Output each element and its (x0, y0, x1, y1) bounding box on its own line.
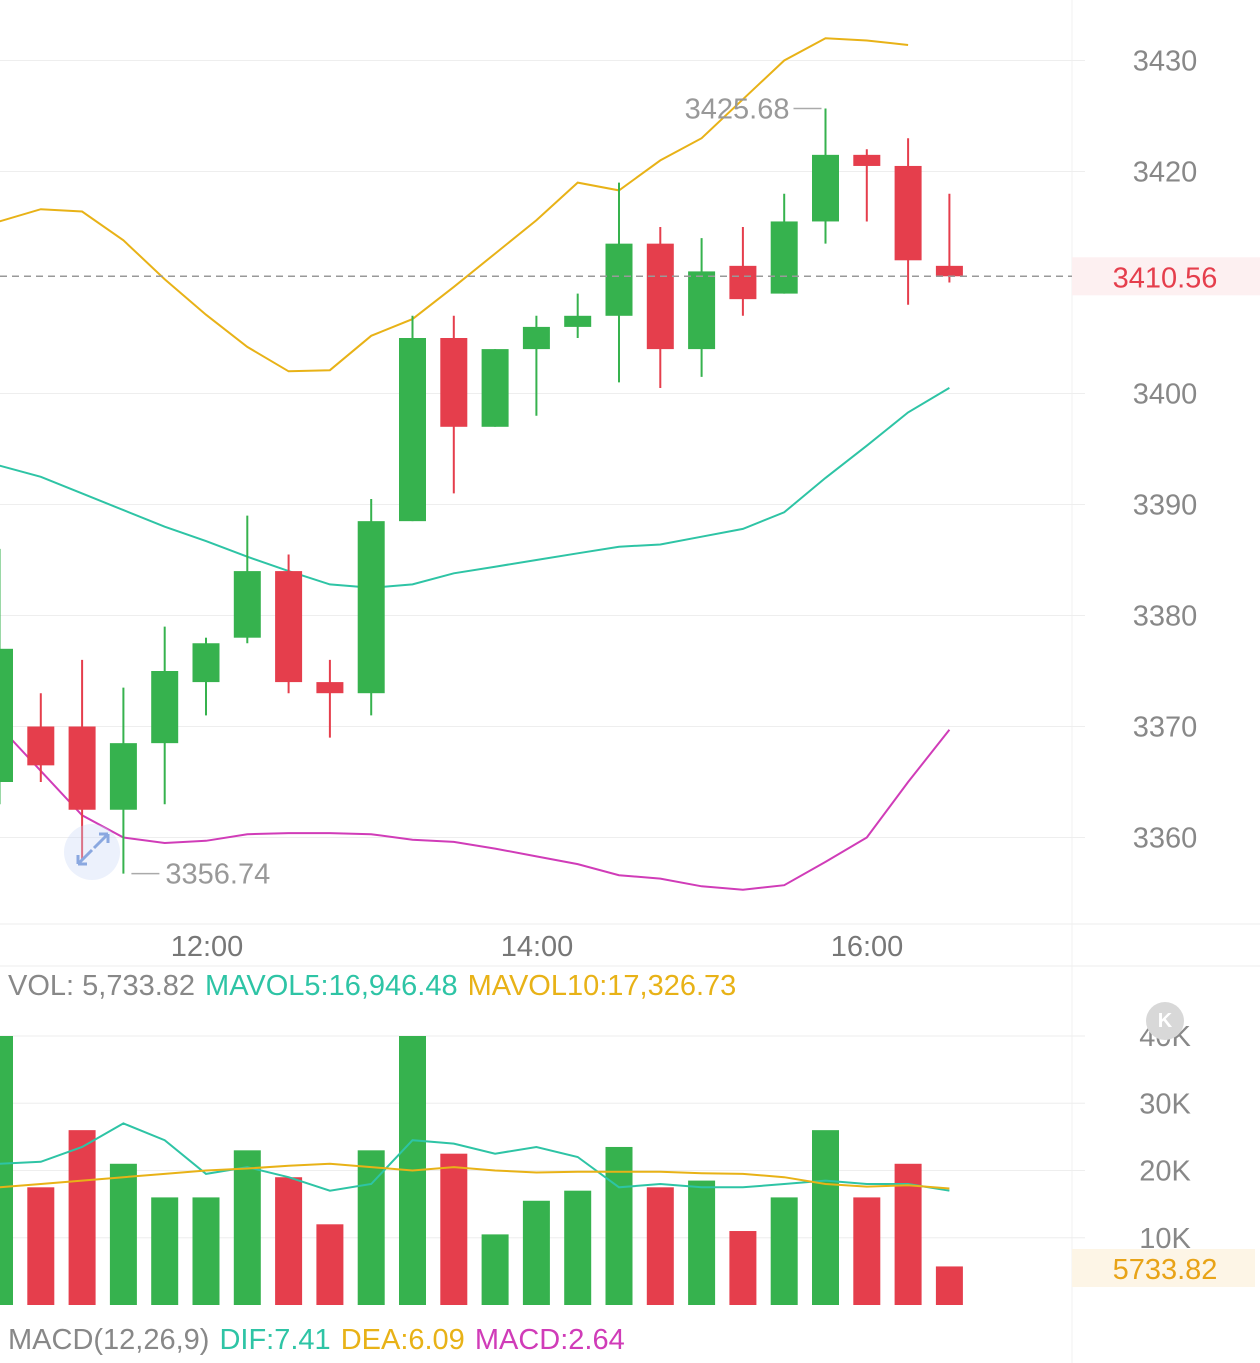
mavol5-label: MAVOL5:16,946.48 (205, 970, 458, 1002)
volume-bar (812, 1130, 839, 1305)
volume-bar (0, 1036, 13, 1305)
volume-bar (440, 1153, 468, 1305)
candle-body (399, 338, 426, 522)
candle-body (522, 326, 550, 350)
candle-body (275, 571, 303, 683)
volume-bar (935, 1266, 963, 1305)
boll-lower-line (0, 725, 951, 891)
candle-body (481, 349, 509, 427)
candle-body (770, 221, 798, 294)
macd-name-label: MACD(12,26,9) (8, 1324, 210, 1356)
volume-bar (770, 1197, 798, 1305)
volume-legend: VOL: 5,733.82 MAVOL5:16,946.48 MAVOL10:17,… (8, 970, 746, 1003)
volume-bar (646, 1187, 674, 1305)
price-tick-label: 3390 (1133, 490, 1198, 522)
time-tick-label: 14:00 (501, 931, 574, 963)
volume-bar (729, 1231, 757, 1305)
volume-bar (605, 1146, 633, 1305)
vol-label: VOL: 5,733.82 (8, 970, 196, 1002)
macd-legend: MACD(12,26,9) DIF:7.41 DEA:6.09 MACD:2.64 (8, 1324, 635, 1357)
candle-body (27, 726, 55, 766)
time-tick-label: 12:00 (171, 931, 244, 963)
current-price-tag (1072, 257, 1260, 296)
volume-tick-label: 20K (1139, 1156, 1191, 1188)
volume-tick-label: 30K (1139, 1088, 1191, 1120)
candle-body (151, 671, 179, 744)
candle-body (935, 265, 963, 277)
candle-body (853, 154, 881, 166)
candle-body (729, 265, 757, 300)
volume-bar (233, 1150, 261, 1305)
price-tick-label: 3400 (1133, 379, 1198, 411)
current-volume-tag (1072, 1249, 1255, 1287)
volume-bar (481, 1234, 509, 1305)
volume-bar (853, 1197, 881, 1305)
volume-bar (522, 1200, 550, 1305)
volume-bar (894, 1163, 922, 1305)
mavol5-line (0, 1122, 950, 1192)
candle-body (812, 154, 839, 222)
expand-arrows-icon (76, 832, 110, 866)
k-icon[interactable]: K (1146, 1002, 1184, 1040)
price-tick-label: 3420 (1133, 157, 1198, 189)
candle-body (0, 648, 13, 782)
candle-body (109, 743, 137, 810)
price-tick-label: 3430 (1133, 46, 1198, 78)
volume-bar (564, 1190, 592, 1305)
candle-body (688, 271, 716, 350)
candle-body (564, 315, 592, 327)
boll-mid-line (0, 387, 950, 589)
time-tick-label: 16:00 (831, 931, 904, 963)
candle-body (605, 243, 633, 316)
volume-bar (316, 1224, 344, 1305)
candle-body (68, 726, 96, 810)
candle-body (440, 338, 468, 427)
volume-bar (192, 1197, 220, 1305)
candle-body (192, 643, 220, 683)
macd-value-label: MACD:2.64 (474, 1324, 625, 1356)
boll-upper-line (0, 37, 909, 373)
volume-bar (27, 1187, 55, 1305)
low-price-label: 3356.74 (165, 859, 270, 891)
zoom-expand-icon[interactable] (64, 824, 120, 880)
volume-bar (68, 1130, 96, 1305)
candle-body (646, 243, 674, 350)
candle-body (357, 521, 385, 694)
price-tick-label: 3360 (1133, 823, 1198, 855)
high-price-label: 3425.68 (685, 93, 790, 125)
price-tick-label: 3370 (1133, 712, 1198, 744)
current-volume-label: 5733.82 (1113, 1254, 1218, 1286)
volume-bar (275, 1177, 303, 1305)
candle-body (316, 682, 344, 694)
current-price-label: 3410.56 (1113, 262, 1218, 294)
mavol10-label: MAVOL10:17,326.73 (467, 970, 737, 1002)
candle-body (894, 165, 922, 261)
volume-bar (151, 1197, 179, 1305)
dea-label: DEA:6.09 (340, 1324, 465, 1356)
mavol10-line (0, 1162, 950, 1190)
price-tick-label: 3380 (1133, 601, 1198, 633)
volume-bar (109, 1163, 137, 1305)
candle-body (233, 571, 261, 638)
dif-label: DIF:7.41 (219, 1324, 331, 1356)
volume-bar (688, 1180, 716, 1305)
volume-bar (357, 1150, 385, 1305)
